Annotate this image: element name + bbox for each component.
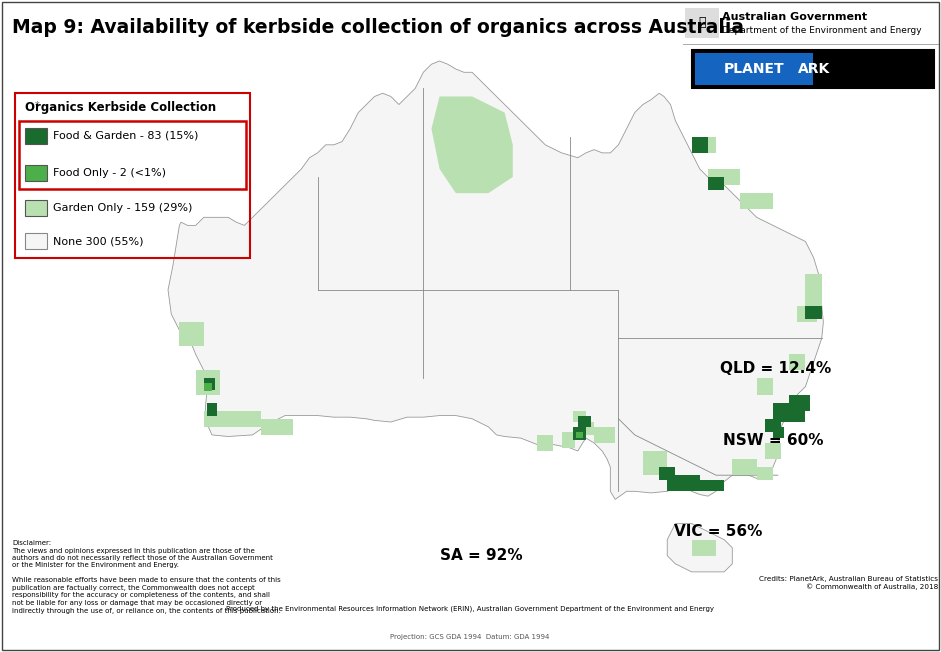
Polygon shape	[765, 419, 781, 432]
Text: 🦘: 🦘	[698, 16, 706, 29]
Text: QLD = 12.4%: QLD = 12.4%	[720, 361, 831, 376]
Text: VIC = 56%: VIC = 56%	[674, 524, 762, 539]
Polygon shape	[204, 411, 228, 427]
Polygon shape	[773, 403, 797, 419]
Polygon shape	[781, 411, 805, 422]
Polygon shape	[708, 169, 741, 185]
Text: Credits: PlanetArk, Australian Bureau of Statistics
© Commonwealth of Australia,: Credits: PlanetArk, Australian Bureau of…	[759, 576, 938, 590]
Text: Map 9: Availability of kerbside collection of organics across Australia: Map 9: Availability of kerbside collecti…	[12, 18, 744, 37]
Polygon shape	[773, 427, 785, 438]
Polygon shape	[578, 422, 594, 435]
Polygon shape	[659, 467, 676, 480]
Text: Australian Government: Australian Government	[722, 12, 867, 22]
Polygon shape	[805, 290, 821, 306]
Bar	[25, 128, 47, 144]
Polygon shape	[741, 193, 773, 209]
Text: ARK: ARK	[798, 62, 830, 76]
Polygon shape	[805, 306, 821, 319]
Polygon shape	[692, 540, 716, 556]
Text: Produced by the Environmental Resources Information Network (ERIN), Australian G: Produced by the Environmental Resources …	[226, 606, 714, 612]
Polygon shape	[228, 411, 261, 427]
Text: Department of the Environment and Energy: Department of the Environment and Energy	[722, 26, 921, 35]
Polygon shape	[432, 96, 513, 193]
Bar	[25, 165, 47, 181]
Polygon shape	[204, 383, 212, 391]
Text: None 300 (55%): None 300 (55%)	[53, 236, 143, 246]
Text: Organics Kerbside Collection: Organics Kerbside Collection	[25, 101, 216, 114]
Text: *: *	[35, 101, 40, 111]
Polygon shape	[576, 432, 582, 438]
Polygon shape	[805, 274, 821, 290]
Polygon shape	[692, 137, 708, 153]
Text: Food & Garden - 83 (15%): Food & Garden - 83 (15%)	[53, 131, 199, 141]
Text: Garden Only - 159 (29%): Garden Only - 159 (29%)	[53, 203, 192, 213]
Polygon shape	[261, 419, 294, 435]
Polygon shape	[168, 61, 823, 499]
Polygon shape	[573, 411, 586, 422]
Polygon shape	[207, 403, 216, 415]
Bar	[695, 53, 813, 85]
Text: Disclaimer:
The views and opinions expressed in this publication are those of th: Disclaimer: The views and opinions expre…	[12, 540, 280, 614]
Polygon shape	[708, 177, 725, 190]
Text: NSW = 60%: NSW = 60%	[723, 432, 823, 448]
Polygon shape	[692, 137, 716, 153]
Text: SA = 92%: SA = 92%	[440, 548, 523, 563]
Polygon shape	[667, 524, 732, 572]
Polygon shape	[789, 394, 810, 411]
Polygon shape	[578, 415, 591, 427]
Polygon shape	[797, 306, 817, 322]
Bar	[692, 50, 934, 88]
Bar	[685, 8, 719, 38]
Polygon shape	[196, 370, 220, 394]
Text: PLANET: PLANET	[724, 62, 784, 76]
Polygon shape	[573, 427, 586, 439]
Polygon shape	[643, 451, 667, 475]
Bar	[19, 121, 246, 189]
Polygon shape	[732, 459, 757, 475]
Bar	[25, 233, 47, 249]
Bar	[25, 200, 47, 216]
Polygon shape	[757, 467, 773, 480]
Polygon shape	[594, 427, 615, 443]
Polygon shape	[765, 443, 781, 459]
Polygon shape	[562, 432, 575, 448]
Polygon shape	[667, 475, 700, 492]
Text: Food Only - 2 (<1%): Food Only - 2 (<1%)	[53, 168, 166, 178]
Text: Projection: GCS GDA 1994  Datum: GDA 1994: Projection: GCS GDA 1994 Datum: GDA 1994	[391, 634, 550, 640]
Polygon shape	[773, 403, 789, 419]
Polygon shape	[180, 322, 204, 346]
Polygon shape	[757, 379, 773, 394]
Polygon shape	[537, 435, 553, 451]
Polygon shape	[789, 354, 805, 370]
Polygon shape	[700, 480, 725, 492]
Bar	[15, 93, 250, 258]
Polygon shape	[204, 379, 215, 390]
